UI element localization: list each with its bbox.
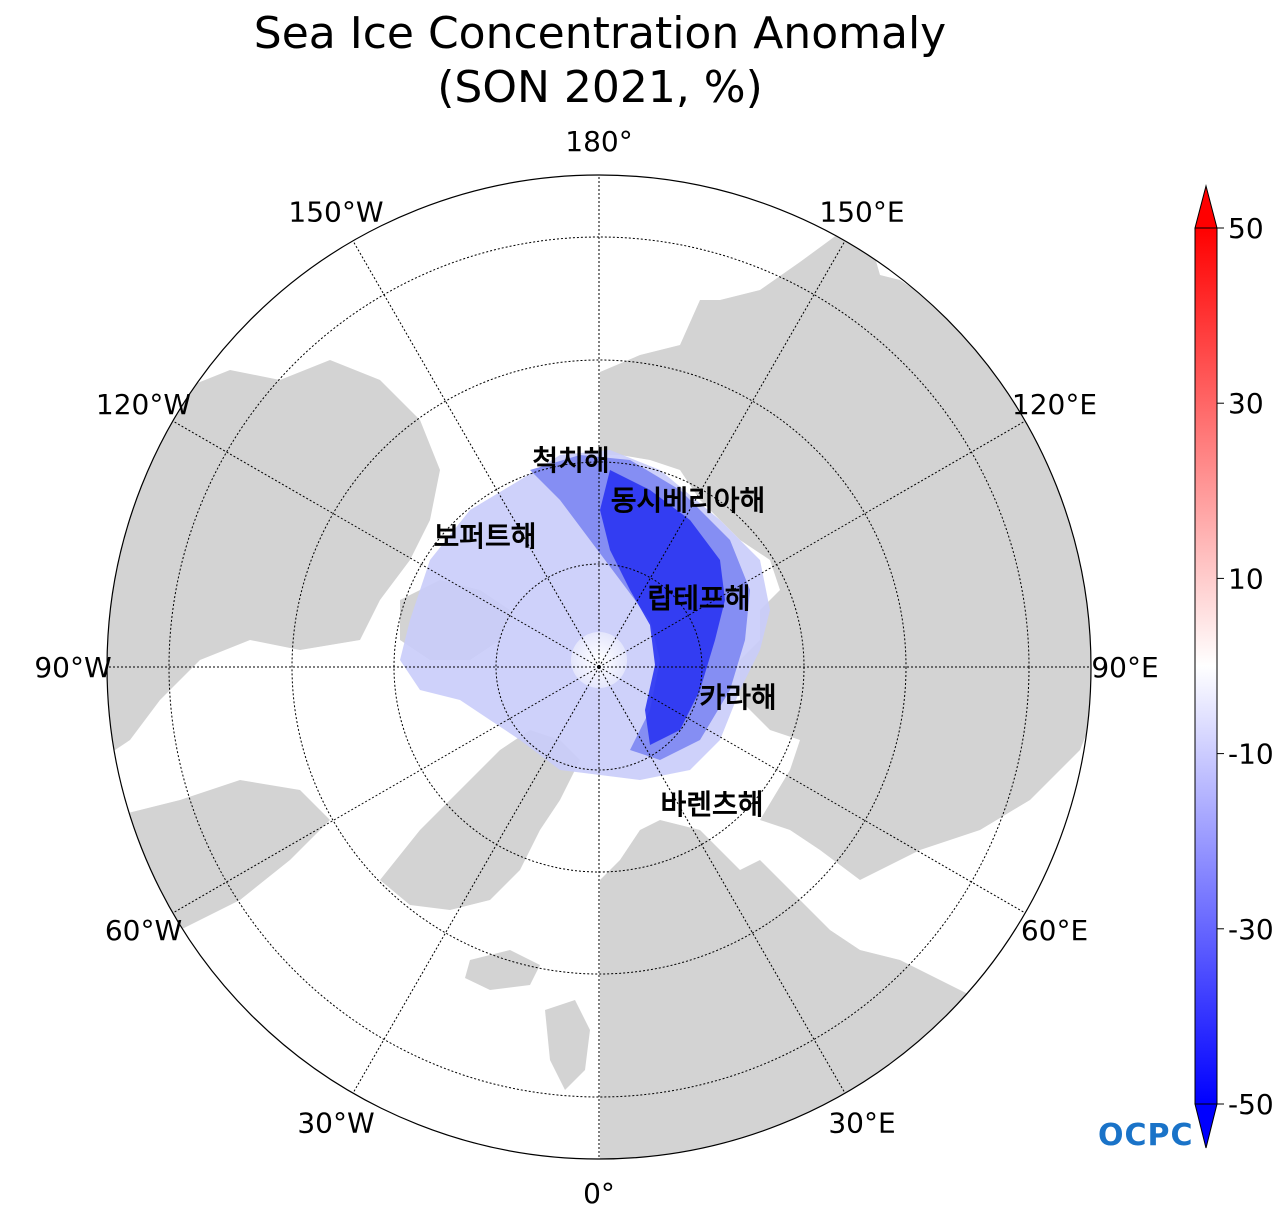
land-siberia — [600, 176, 1091, 880]
region-label-laptev-sea: 랍테프해 — [647, 582, 750, 615]
longitude-label-0: 180° — [565, 125, 632, 158]
region-label-kara-sea: 카라해 — [699, 681, 776, 714]
longitude-label-6: 0° — [583, 1177, 615, 1210]
longitude-label-4: 60°E — [1021, 914, 1088, 947]
longitude-label-5: 30°E — [828, 1107, 895, 1140]
land-greenland — [380, 730, 580, 910]
longitude-label-10: 120°W — [96, 388, 191, 421]
longitude-label-11: 150°W — [288, 196, 383, 229]
colorbar-gradient — [1194, 227, 1218, 1105]
pole-hole — [571, 632, 627, 688]
region-label-east-siberian-sea: 동시베리아해 — [611, 484, 766, 517]
latitude-circle-0 — [495, 563, 703, 771]
longitude-label-1: 150°E — [819, 196, 904, 229]
colorbar-ticks: 50 30 10 -10 -30 -50 — [1217, 212, 1274, 1121]
longitude-label-7: 30°W — [297, 1107, 374, 1140]
colorbar-tick-label-5: -50 — [1228, 1088, 1274, 1121]
region-label-beaufort-sea: 보퍼트해 — [433, 520, 536, 553]
colorbar-tick-label-2: 10 — [1228, 562, 1264, 595]
land-uk — [545, 1000, 590, 1090]
meridian-lines — [107, 175, 1091, 1159]
colorbar-max-extend — [1194, 184, 1218, 229]
colorbar: 50 30 10 -10 -30 -50 — [1194, 184, 1274, 1149]
land-iceland — [465, 950, 540, 990]
latitude-circle-2 — [291, 359, 907, 975]
colorbar-tick-label-3: -10 — [1228, 738, 1274, 771]
longitude-label-2: 120°E — [1012, 388, 1097, 421]
colorbar-min-extend — [1194, 1103, 1218, 1149]
region-label-chukchi-sea: 척치해 — [532, 444, 609, 477]
colorbar-tick-label-4: -30 — [1228, 913, 1274, 946]
longitude-label-3: 90°E — [1091, 651, 1158, 684]
longitude-label-9: 90°W — [34, 651, 111, 684]
colorbar-tick-label-1: 30 — [1228, 387, 1264, 420]
region-label-barents-sea: 바렌츠해 — [660, 788, 763, 821]
longitude-label-8: 60°W — [105, 914, 182, 947]
colorbar-tick-label-0: 50 — [1228, 212, 1264, 245]
map-boundary — [106, 174, 1092, 1160]
ocpc-logo: OCPC — [1098, 1118, 1194, 1153]
anomaly-strong — [600, 470, 725, 745]
chart-title-line2: (SON 2021, %) — [437, 62, 763, 113]
longitude-labels: 180° 150°E 120°E 90°E 60°E 30°E 0° 30°W 60°W 90°W… — [34, 125, 1158, 1210]
chart-title-line1: Sea Ice Concentration Anomaly — [253, 8, 947, 59]
land-north-america — [107, 360, 440, 760]
